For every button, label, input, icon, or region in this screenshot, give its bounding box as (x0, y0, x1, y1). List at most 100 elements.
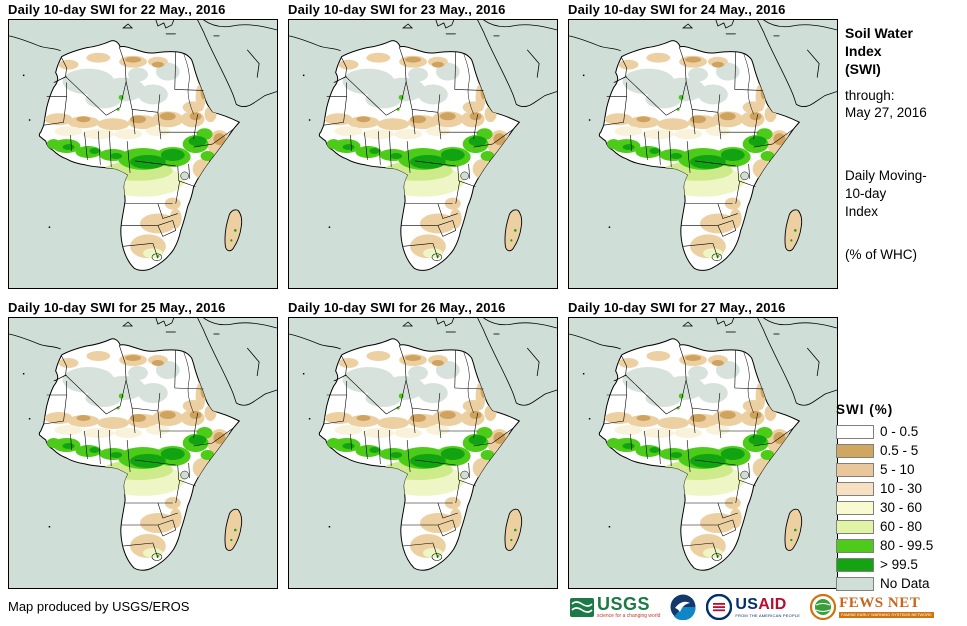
swi-legend: SWI (%) 0 - 0.5 0.5 - 5 5 - 10 10 - 30 3… (836, 402, 966, 593)
legend-swatch (836, 538, 874, 553)
map-canvas-2016-05-22 (8, 19, 278, 289)
madagascar (224, 209, 243, 252)
map-panel-2016-05-27: Daily 10-day SWI for 27 May., 2016 (568, 300, 838, 589)
lake-victoria (740, 171, 749, 181)
madagascar (504, 209, 523, 252)
swi-raster (604, 351, 792, 558)
legend-label: > 99.5 (880, 557, 918, 572)
legend-label: 30 - 60 (880, 500, 923, 515)
map-panel-2016-05-26: Daily 10-day SWI for 26 May., 2016 (288, 300, 558, 589)
dark-green-region (62, 435, 207, 468)
legend-row: 80 - 99.5 (836, 536, 966, 555)
island-specks (302, 74, 331, 228)
panel-title: Daily 10-day SWI for 24 May., 2016 (568, 2, 786, 17)
tan-dark-region (76, 56, 226, 146)
usaid-seal-icon (706, 594, 733, 620)
legend-swatch (836, 576, 874, 591)
dark-green-region (622, 435, 767, 468)
madagascar-green-specks (510, 528, 517, 542)
tan-dark-region (356, 56, 506, 146)
map-canvas-2016-05-25 (8, 317, 278, 589)
madagascar (784, 209, 803, 252)
lake-victoria (740, 470, 749, 480)
legend-swatch (836, 519, 874, 534)
map-panel-2016-05-23: Daily 10-day SWI for 23 May., 2016 (288, 2, 558, 289)
mediterranean-coastlines (289, 20, 557, 52)
map-canvas-2016-05-24 (568, 19, 838, 289)
legend-label: 60 - 80 (880, 519, 923, 534)
legend-swatch (836, 424, 874, 439)
usaid-wordmark: USAID (735, 595, 800, 613)
legend-label: 5 - 10 (880, 462, 915, 477)
panel-title: Daily 10-day SWI for 22 May., 2016 (8, 2, 226, 17)
no-data-region (622, 361, 740, 407)
legend-swatch (836, 481, 874, 496)
sidebar-through: through: May 27, 2016 (845, 87, 963, 121)
madagascar (504, 508, 523, 551)
mediterranean-coastlines (9, 20, 277, 52)
legend-row: 5 - 10 (836, 460, 966, 479)
usaid-logo: USAID FROM THE AMERICAN PEOPLE (706, 594, 800, 620)
dark-green-region (622, 136, 767, 169)
madagascar-green-specks (230, 528, 237, 542)
legend-row: > 99.5 (836, 555, 966, 574)
legend-row: No Data (836, 574, 966, 593)
mediterranean-coastlines (569, 20, 837, 52)
africa-swi-map (9, 20, 277, 288)
africa-swi-map (289, 318, 557, 588)
country-borders (603, 46, 794, 262)
legend-row: 0.5 - 5 (836, 441, 966, 460)
map-canvas-2016-05-23 (288, 19, 558, 289)
sidebar-subtitle-line: Daily Moving- (845, 168, 927, 183)
africa-swi-map (289, 20, 557, 288)
sidebar-title-line: (SWI) (845, 61, 881, 77)
island-specks (582, 373, 611, 528)
swi-raster (324, 351, 512, 558)
sidebar-subtitle-line: Index (845, 204, 879, 219)
madagascar-green-specks (790, 528, 797, 542)
legend-row: 60 - 80 (836, 517, 966, 536)
mediterranean-coastlines (9, 318, 277, 350)
fewsnet-globe-icon (810, 594, 837, 620)
sidebar: Soil Water Index (SWI) through: May 27, … (845, 24, 963, 262)
island-specks (582, 74, 611, 228)
africa-swi-map (9, 318, 277, 588)
usaid-us-text: US (735, 595, 759, 613)
sidebar-subtitle: Daily Moving- 10-day Index (845, 167, 963, 221)
usgs-tagline: science for a changing world (597, 613, 661, 619)
sidebar-title-line: Index (845, 43, 882, 59)
madagascar-green-specks (510, 229, 517, 242)
africa-swi-map (569, 20, 837, 288)
lake-victoria (460, 470, 469, 480)
island-specks (22, 373, 51, 528)
fewsnet-logo: FEWS NET FAMINE EARLY WARNING SYSTEMS NE… (810, 594, 934, 620)
noaa-logo (670, 594, 696, 620)
tan-dark-region (76, 355, 226, 444)
panel-title: Daily 10-day SWI for 26 May., 2016 (288, 300, 506, 315)
country-borders (323, 46, 514, 262)
fewsnet-tagline: FAMINE EARLY WARNING SYSTEMS NETWORK (839, 612, 934, 618)
no-data-region (62, 361, 180, 407)
panel-title: Daily 10-day SWI for 25 May., 2016 (8, 300, 226, 315)
arabia-outline (477, 20, 557, 107)
through-date: May 27, 2016 (845, 105, 927, 120)
island-specks (302, 373, 331, 528)
madagascar (224, 508, 243, 551)
dark-green-region (342, 136, 487, 169)
country-borders (323, 344, 514, 561)
madagascar-green-specks (790, 229, 797, 242)
footer-logos: USGS science for a changing world USAID … (570, 591, 934, 623)
sidebar-title: Soil Water Index (SWI) (845, 24, 963, 78)
country-borders (43, 46, 234, 262)
legend-swatch (836, 557, 874, 572)
legend-swatch (836, 443, 874, 458)
usaid-aid-text: AID (758, 595, 787, 613)
dark-green-region (342, 435, 487, 468)
mediterranean-coastlines (289, 318, 557, 350)
map-credit: Map produced by USGS/EROS (8, 599, 190, 614)
country-borders (603, 344, 794, 561)
legend-label: 80 - 99.5 (880, 538, 934, 553)
lake-victoria (460, 171, 469, 181)
legend-swatch (836, 500, 874, 515)
